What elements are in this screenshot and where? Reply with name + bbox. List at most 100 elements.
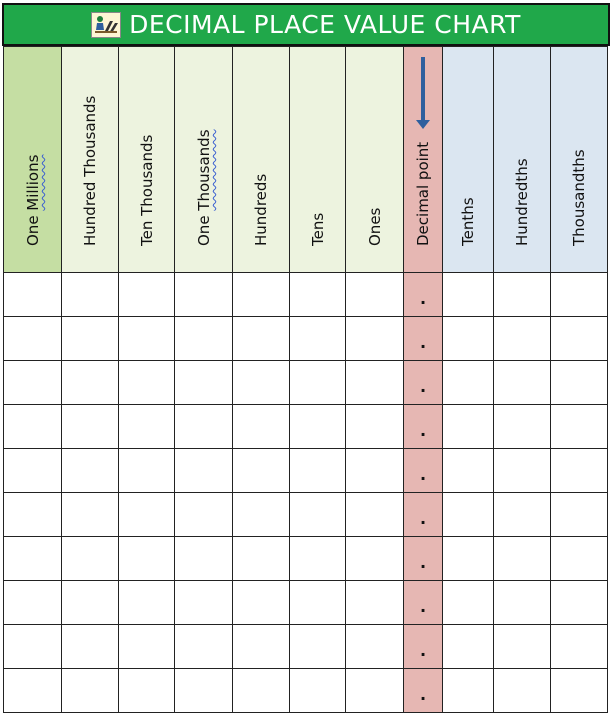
digit-cell[interactable] bbox=[118, 272, 175, 317]
digit-cell[interactable] bbox=[174, 272, 233, 317]
digit-cell[interactable] bbox=[174, 580, 233, 625]
digit-cell[interactable] bbox=[232, 448, 290, 493]
digit-cell[interactable] bbox=[550, 536, 608, 581]
digit-cell[interactable] bbox=[61, 624, 119, 669]
digit-cell[interactable] bbox=[118, 580, 175, 625]
digit-cell[interactable] bbox=[345, 580, 404, 625]
digit-cell[interactable] bbox=[442, 272, 494, 317]
digit-cell[interactable] bbox=[345, 668, 404, 713]
digit-cell[interactable] bbox=[493, 536, 551, 581]
digit-cell[interactable] bbox=[3, 448, 62, 493]
digit-cell[interactable] bbox=[174, 316, 233, 361]
digit-cell[interactable] bbox=[232, 360, 290, 405]
digit-cell[interactable] bbox=[493, 360, 551, 405]
digit-cell[interactable] bbox=[61, 492, 119, 537]
digit-cell[interactable] bbox=[442, 536, 494, 581]
digit-cell[interactable] bbox=[174, 404, 233, 449]
digit-cell[interactable] bbox=[345, 448, 404, 493]
digit-cell[interactable] bbox=[118, 536, 175, 581]
digit-cell[interactable] bbox=[118, 668, 175, 713]
digit-cell[interactable] bbox=[61, 360, 119, 405]
digit-cell[interactable] bbox=[3, 536, 62, 581]
digit-cell[interactable] bbox=[174, 536, 233, 581]
digit-cell[interactable] bbox=[61, 580, 119, 625]
digit-cell[interactable] bbox=[174, 492, 233, 537]
digit-cell[interactable] bbox=[493, 580, 551, 625]
digit-cell[interactable] bbox=[442, 668, 494, 713]
digit-cell[interactable] bbox=[174, 448, 233, 493]
digit-cell[interactable] bbox=[550, 404, 608, 449]
digit-cell[interactable] bbox=[550, 316, 608, 361]
digit-cell[interactable] bbox=[61, 536, 119, 581]
digit-cell[interactable] bbox=[174, 668, 233, 713]
digit-cell[interactable] bbox=[289, 272, 346, 317]
digit-cell[interactable] bbox=[442, 360, 494, 405]
digit-cell[interactable] bbox=[118, 360, 175, 405]
digit-cell[interactable] bbox=[174, 624, 233, 669]
digit-cell[interactable] bbox=[289, 360, 346, 405]
digit-cell[interactable] bbox=[550, 448, 608, 493]
digit-cell[interactable] bbox=[289, 404, 346, 449]
digit-cell[interactable] bbox=[493, 272, 551, 317]
digit-cell[interactable] bbox=[118, 624, 175, 669]
digit-cell[interactable] bbox=[61, 448, 119, 493]
digit-cell[interactable] bbox=[493, 624, 551, 669]
digit-cell[interactable] bbox=[61, 668, 119, 713]
digit-cell[interactable] bbox=[493, 492, 551, 537]
digit-cell[interactable] bbox=[345, 624, 404, 669]
digit-cell[interactable] bbox=[232, 492, 290, 537]
digit-cell[interactable] bbox=[550, 272, 608, 317]
digit-cell[interactable] bbox=[232, 272, 290, 317]
digit-cell[interactable] bbox=[345, 404, 404, 449]
digit-cell[interactable] bbox=[550, 492, 608, 537]
digit-cell[interactable] bbox=[289, 580, 346, 625]
digit-cell[interactable] bbox=[345, 360, 404, 405]
digit-cell[interactable] bbox=[442, 492, 494, 537]
digit-cell[interactable] bbox=[289, 448, 346, 493]
digit-cell[interactable] bbox=[345, 316, 404, 361]
digit-cell[interactable] bbox=[442, 580, 494, 625]
digit-cell[interactable] bbox=[118, 316, 175, 361]
digit-cell[interactable] bbox=[345, 536, 404, 581]
digit-cell[interactable] bbox=[442, 316, 494, 361]
digit-cell[interactable] bbox=[174, 360, 233, 405]
digit-cell[interactable] bbox=[289, 624, 346, 669]
digit-cell[interactable] bbox=[345, 272, 404, 317]
digit-cell[interactable] bbox=[550, 624, 608, 669]
digit-cell[interactable] bbox=[289, 536, 346, 581]
digit-cell[interactable] bbox=[3, 492, 62, 537]
digit-cell[interactable] bbox=[61, 316, 119, 361]
digit-cell[interactable] bbox=[550, 668, 608, 713]
digit-cell[interactable] bbox=[61, 404, 119, 449]
digit-cell[interactable] bbox=[3, 580, 62, 625]
digit-cell[interactable] bbox=[289, 492, 346, 537]
digit-cell[interactable] bbox=[232, 316, 290, 361]
digit-cell[interactable] bbox=[289, 316, 346, 361]
digit-cell[interactable] bbox=[232, 580, 290, 625]
digit-cell[interactable] bbox=[232, 624, 290, 669]
digit-cell[interactable] bbox=[3, 404, 62, 449]
digit-cell[interactable] bbox=[550, 580, 608, 625]
digit-cell[interactable] bbox=[442, 448, 494, 493]
digit-cell[interactable] bbox=[550, 360, 608, 405]
digit-cell[interactable] bbox=[61, 272, 119, 317]
digit-cell[interactable] bbox=[232, 668, 290, 713]
digit-cell[interactable] bbox=[3, 272, 62, 317]
digit-cell[interactable] bbox=[442, 624, 494, 669]
digit-cell[interactable] bbox=[493, 668, 551, 713]
digit-cell[interactable] bbox=[3, 316, 62, 361]
digit-cell[interactable] bbox=[493, 448, 551, 493]
digit-cell[interactable] bbox=[493, 404, 551, 449]
digit-cell[interactable] bbox=[3, 624, 62, 669]
digit-cell[interactable] bbox=[118, 448, 175, 493]
digit-cell[interactable] bbox=[442, 404, 494, 449]
digit-cell[interactable] bbox=[232, 536, 290, 581]
digit-cell[interactable] bbox=[493, 316, 551, 361]
digit-cell[interactable] bbox=[3, 360, 62, 405]
digit-cell[interactable] bbox=[345, 492, 404, 537]
digit-cell[interactable] bbox=[118, 492, 175, 537]
digit-cell[interactable] bbox=[3, 668, 62, 713]
digit-cell[interactable] bbox=[118, 404, 175, 449]
digit-cell[interactable] bbox=[232, 404, 290, 449]
digit-cell[interactable] bbox=[289, 668, 346, 713]
